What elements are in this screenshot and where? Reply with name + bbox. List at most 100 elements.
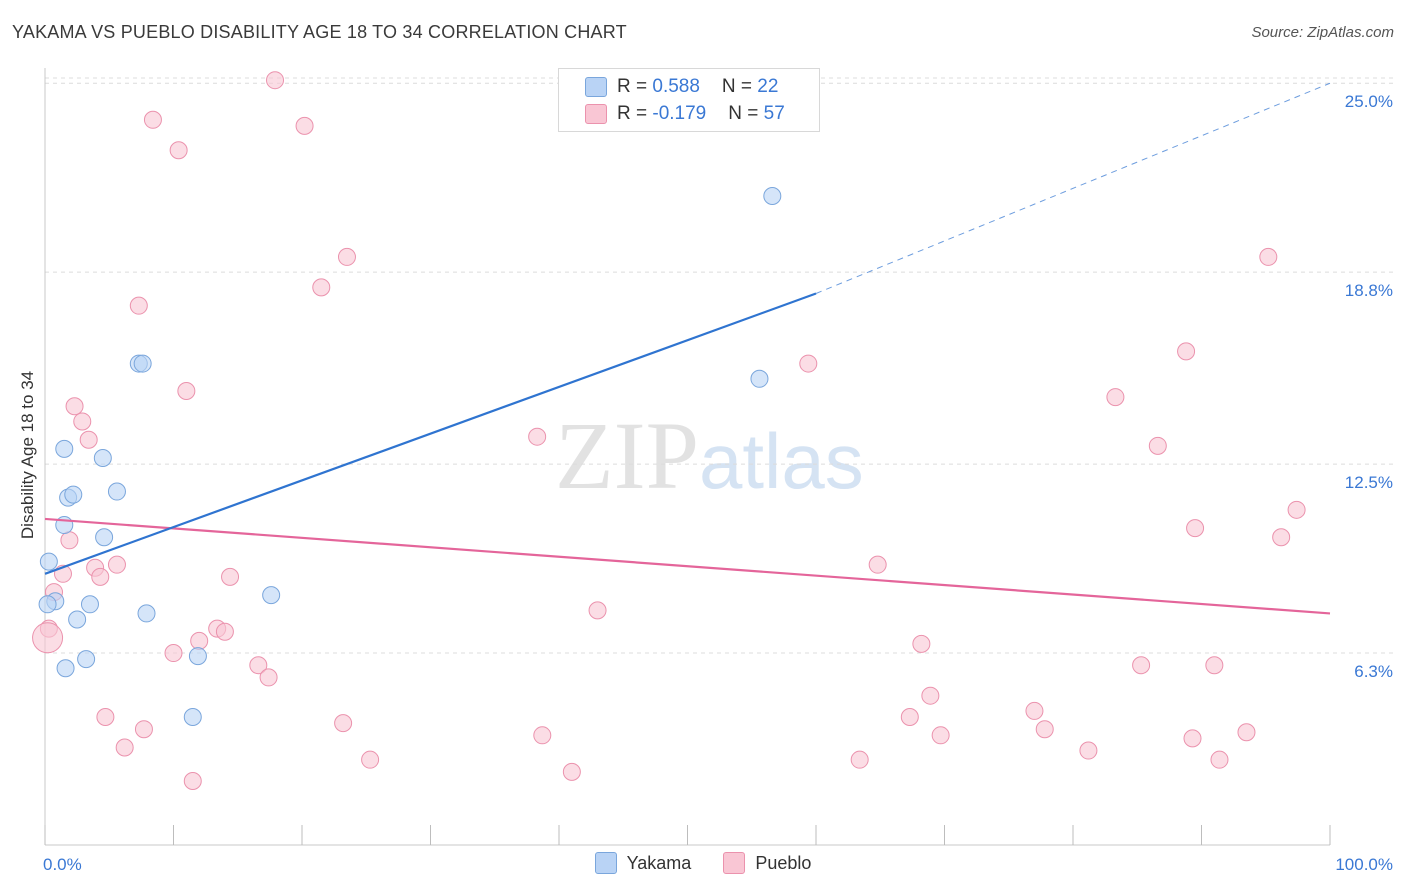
yakama-trendline-extension (815, 82, 1331, 294)
pueblo-point (1079, 741, 1098, 760)
pueblo-point (1106, 388, 1125, 407)
pueblo-point (183, 772, 202, 791)
pueblo-point (1259, 247, 1278, 266)
x-tick-label-max: 100.0% (1335, 855, 1393, 874)
chart-title: YAKAMA VS PUEBLO DISABILITY AGE 18 TO 34… (12, 22, 627, 42)
y-tick-label: 18.8% (1345, 281, 1393, 300)
pueblo-point-large (32, 622, 64, 654)
pueblo-point (60, 531, 79, 550)
watermark-zip: ZIP (555, 402, 699, 509)
yakama-swatch (585, 77, 607, 97)
pueblo-point (931, 726, 950, 745)
pueblo-point (1210, 750, 1229, 769)
pueblo-trendline (44, 517, 1331, 615)
pueblo-n-value: 57 (763, 103, 785, 124)
pueblo-point (295, 116, 314, 135)
yakama-point (763, 186, 782, 205)
legend-label-pueblo: Pueblo (755, 852, 812, 873)
y-tick-label: 12.5% (1345, 473, 1393, 492)
pueblo-point (528, 427, 547, 446)
yakama-point (183, 708, 202, 727)
pueblo-point (1205, 656, 1224, 675)
yakama-point (55, 439, 74, 458)
pueblo-point (337, 247, 356, 266)
source-label: Source: ZipAtlas.com (1251, 24, 1394, 41)
legend-item-pueblo[interactable]: Pueblo (723, 852, 811, 874)
y-tick-label: 6.3% (1354, 662, 1393, 681)
pueblo-point (215, 622, 234, 641)
legend-swatch-pueblo (723, 852, 746, 874)
pueblo-point (169, 141, 188, 160)
pueblo-point (900, 708, 919, 727)
stats-row-pueblo: R = -0.179 N = 57 (585, 101, 785, 127)
pueblo-point (266, 71, 285, 90)
pueblo-point (73, 412, 92, 431)
pueblo-point (143, 110, 162, 129)
yakama-point (107, 482, 126, 501)
pueblo-point (1186, 519, 1205, 538)
pueblo-r-label: R = (617, 103, 653, 124)
pueblo-point (1237, 723, 1256, 742)
yakama-point (137, 604, 156, 623)
yakama-n-value: 22 (757, 76, 779, 97)
yakama-trendline (44, 292, 817, 575)
pueblo-point (562, 762, 581, 781)
pueblo-point (533, 726, 552, 745)
pueblo-point (850, 750, 869, 769)
pueblo-point (177, 381, 196, 400)
stats-row-yakama: R = 0.588 N = 22 (585, 74, 778, 100)
legend-label-yakama: Yakama (626, 852, 692, 873)
yakama-point (133, 354, 152, 373)
yakama-r-value: 0.588 (652, 76, 700, 97)
series-legend: Yakama Pueblo (0, 852, 1406, 874)
yakama-point (262, 586, 281, 605)
pueblo-point (1132, 656, 1151, 675)
pueblo-point (190, 631, 209, 650)
pueblo-point (312, 278, 331, 297)
legend-item-yakama[interactable]: Yakama (594, 852, 692, 874)
yakama-point (64, 485, 83, 504)
pueblo-point (334, 714, 353, 733)
pueblo-point (1148, 436, 1167, 455)
pueblo-point (221, 567, 240, 586)
y-axis-label: Disability Age 18 to 34 (18, 370, 37, 540)
pueblo-point (115, 738, 134, 757)
pueblo-point (1183, 729, 1202, 748)
pueblo-r-value: -0.179 (652, 103, 707, 124)
pueblo-point (868, 555, 887, 574)
pueblo-point (91, 567, 110, 586)
legend-swatch-yakama (594, 852, 617, 874)
pueblo-point (912, 634, 931, 653)
pueblo-point (921, 686, 940, 705)
pueblo-point (249, 656, 268, 675)
yakama-point (68, 610, 87, 629)
yakama-point (80, 595, 99, 614)
stats-legend: R = 0.588 N = 22 R = -0.179 N = 57 (558, 68, 820, 132)
pueblo-swatch (585, 104, 607, 124)
yakama-point (39, 552, 58, 571)
yakama-point (750, 369, 769, 388)
watermark: ZIPatlas (555, 400, 864, 511)
pueblo-point (259, 668, 278, 687)
yakama-point (38, 595, 57, 614)
yakama-point (188, 647, 207, 666)
yakama-point (95, 528, 114, 547)
yakama-point (77, 650, 96, 669)
pueblo-point (107, 555, 126, 574)
pueblo-point (164, 644, 183, 663)
yakama-point (93, 449, 112, 468)
pueblo-n-label: N = (728, 103, 764, 124)
pueblo-point (1177, 342, 1196, 361)
pueblo-point (134, 720, 153, 739)
pueblo-point (1272, 528, 1291, 547)
yakama-n-label: N = (721, 76, 758, 97)
pueblo-point (1025, 701, 1044, 720)
pueblo-point (129, 296, 148, 315)
watermark-atlas: atlas (699, 417, 864, 505)
pueblo-point (1287, 500, 1306, 519)
yakama-point (56, 659, 75, 678)
pueblo-point (65, 397, 84, 416)
pueblo-point (361, 750, 380, 769)
pueblo-point (79, 430, 98, 449)
